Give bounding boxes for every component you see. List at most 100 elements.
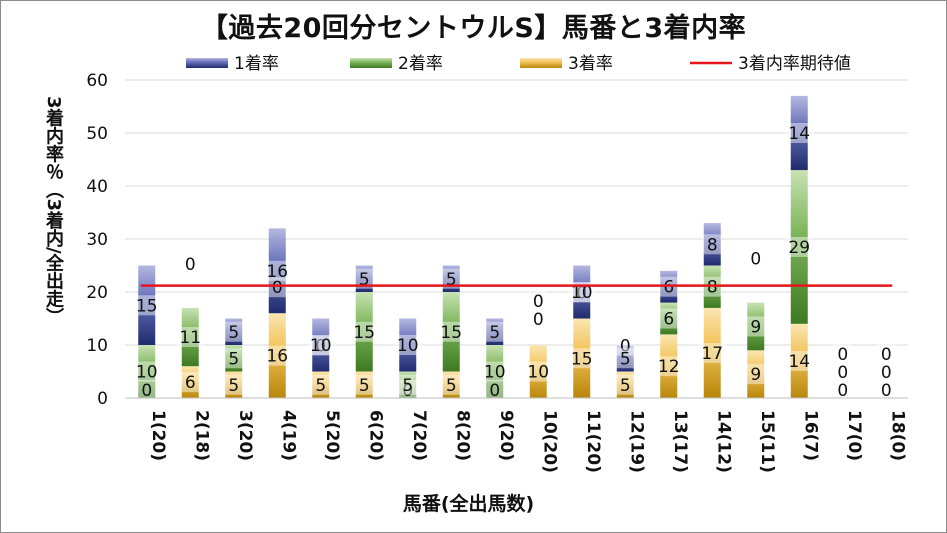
data-label: 10 (484, 363, 506, 383)
bar-segment (225, 318, 243, 345)
legend-label: 2着率 (398, 54, 443, 74)
data-label: 11 (179, 328, 201, 348)
data-label-bg (523, 361, 554, 382)
data-label-bg (566, 282, 597, 302)
data-label-bg (697, 342, 728, 363)
x-tick-label: 5(20) (322, 410, 342, 461)
x-tick-label: 16(7) (800, 410, 820, 461)
data-label: 6 (185, 373, 196, 393)
data-label-bg (441, 268, 462, 289)
bar-segment (399, 371, 417, 398)
bar-segment (268, 228, 286, 314)
bar-segment (355, 371, 373, 398)
y-tick-label: 10 (86, 336, 108, 356)
data-label-bg (615, 335, 636, 356)
data-label: 0 (576, 284, 587, 304)
data-label: 14 (788, 352, 810, 372)
data-label: 5 (228, 349, 239, 369)
data-label: 5 (402, 376, 413, 396)
data-label: 0 (837, 345, 848, 365)
data-label: 0 (141, 381, 152, 401)
data-label-bg (745, 316, 766, 337)
legend-swatch (520, 58, 562, 68)
data-label: 5 (620, 376, 631, 396)
data-label: 5 (446, 376, 457, 396)
data-label: 10 (527, 363, 549, 383)
data-label-bg (784, 236, 815, 257)
x-tick-label: 7(20) (409, 410, 429, 461)
x-tick-label: 1(20) (148, 410, 168, 461)
x-tick-label: 6(20) (365, 410, 385, 461)
data-label-bg (702, 234, 723, 255)
data-label-bg (262, 260, 293, 281)
data-label: 5 (228, 323, 239, 343)
data-label: 5 (359, 270, 370, 290)
legend-label: 3着率 (568, 54, 613, 74)
data-label-bg (571, 282, 592, 303)
x-tick-label: 8(20) (452, 410, 472, 461)
data-label-bg (484, 380, 505, 400)
y-tick-label: 30 (86, 230, 108, 250)
x-tick-label: 9(20) (496, 410, 516, 461)
bar-segment (442, 292, 460, 372)
x-tick-label: 11(20) (583, 410, 603, 473)
data-label-bg (566, 348, 597, 369)
data-label-bg (876, 344, 897, 364)
data-label: 0 (272, 278, 283, 298)
bar-segment (660, 334, 678, 398)
data-label: 0 (533, 310, 544, 330)
data-label: 0 (533, 292, 544, 312)
bar-segment (747, 350, 765, 398)
data-label: 0 (489, 381, 500, 401)
data-label: 15 (353, 323, 375, 343)
x-tick-label: 18(0) (887, 410, 907, 461)
data-label-bg (223, 348, 244, 369)
y-tick-label: 40 (86, 177, 108, 197)
y-axis-label: 3着内率％（3着内/全出走） (43, 96, 64, 326)
x-tick-label: 17(0) (844, 410, 864, 461)
data-label-bg (349, 321, 380, 342)
data-label: 0 (185, 255, 196, 275)
data-label: 5 (228, 376, 239, 396)
data-label-bg (528, 309, 549, 329)
data-label-bg (615, 348, 636, 369)
data-label-bg (262, 345, 293, 366)
data-label: 8 (707, 278, 718, 298)
bar-segment (747, 302, 765, 351)
x-tick-label: 2(18) (191, 410, 211, 461)
data-label-bg (180, 372, 201, 393)
data-label-bg (136, 380, 157, 400)
data-label: 14 (788, 124, 810, 144)
data-label: 0 (402, 381, 413, 401)
data-label-bg (784, 350, 815, 371)
data-label-bg (745, 248, 766, 269)
data-label: 0 (837, 381, 848, 401)
data-label-bg (354, 374, 375, 395)
data-label: 15 (440, 323, 462, 343)
data-label-bg (832, 344, 853, 364)
legend-swatch (186, 58, 228, 68)
data-label: 12 (658, 357, 680, 377)
bar-segment (790, 95, 808, 171)
data-label-bg (223, 321, 244, 342)
data-label: 5 (489, 323, 500, 343)
data-label-bg (354, 268, 375, 289)
bar-segment (486, 318, 504, 345)
x-tick-label: 13(17) (670, 410, 690, 473)
x-tick-label: 10(20) (539, 410, 559, 473)
bar-segment (573, 318, 591, 398)
data-label-bg (441, 374, 462, 395)
data-label: 16 (266, 347, 288, 367)
legend-swatch (350, 58, 392, 68)
data-label: 16 (266, 262, 288, 282)
data-label-bg (267, 277, 288, 298)
y-tick-label: 0 (97, 389, 108, 409)
data-label: 10 (310, 336, 332, 356)
data-label-bg (392, 335, 423, 355)
data-label: 5 (446, 270, 457, 290)
data-label-bg (615, 374, 636, 395)
data-label: 0 (881, 363, 892, 383)
data-label-bg (131, 361, 162, 382)
bar-segment (442, 371, 460, 398)
